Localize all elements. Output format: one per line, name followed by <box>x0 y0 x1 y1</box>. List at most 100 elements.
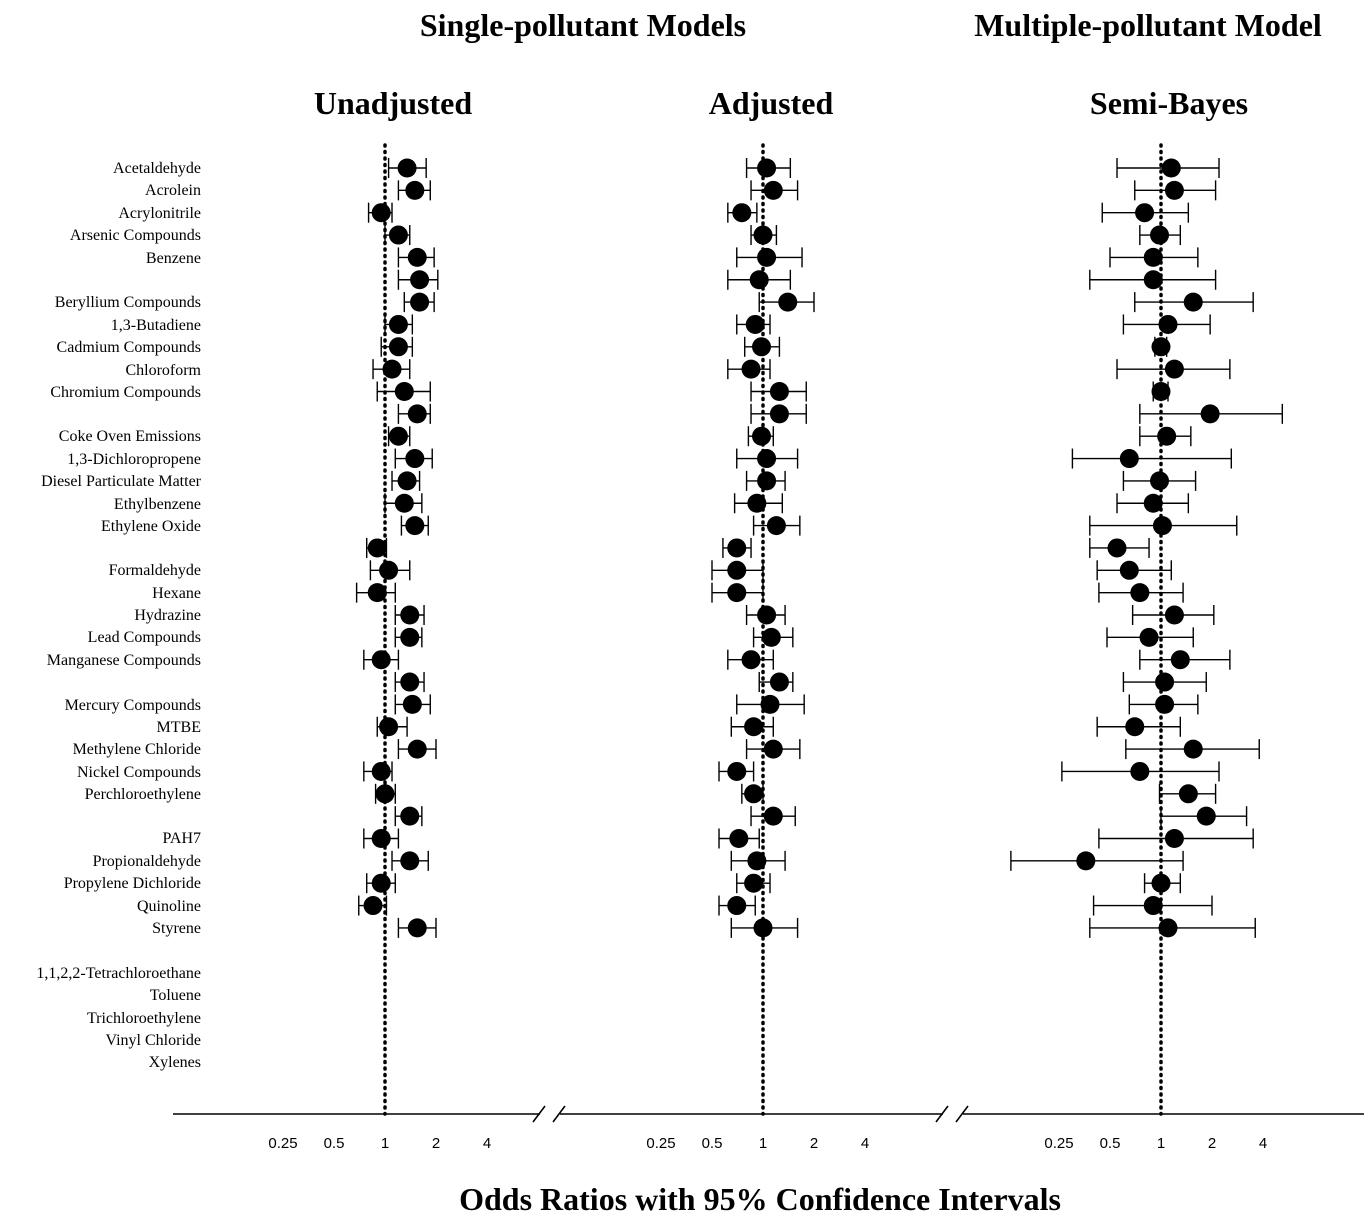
row-label: Arsenic Compounds <box>70 227 201 244</box>
odds-ratio-point <box>1161 158 1181 178</box>
row-labels: Acetaldehyde Acrolein Acrylonitrile Arsenic… <box>36 160 201 1071</box>
odds-ratio-point <box>763 739 783 759</box>
row-label: Mercury Compounds <box>65 697 201 714</box>
odds-ratio-point <box>375 784 395 804</box>
odds-ratio-point <box>1183 739 1203 759</box>
odds-ratio-point <box>753 918 773 938</box>
odds-ratio-point <box>1143 493 1163 513</box>
odds-ratio-point <box>382 359 402 379</box>
odds-ratio-point <box>1107 538 1127 558</box>
row-label: Styrene <box>152 920 201 937</box>
odds-ratio-point <box>363 896 383 916</box>
odds-ratio-point <box>1200 404 1220 424</box>
odds-ratio-point <box>778 292 798 312</box>
row-label: Propionaldehyde <box>93 853 201 870</box>
panel-title: Adjusted <box>709 85 834 121</box>
row-label: Diesel Particulate Matter <box>41 473 202 490</box>
odds-ratio-point <box>400 672 420 692</box>
odds-ratio-point <box>1150 225 1170 245</box>
odds-ratio-point <box>1157 426 1177 446</box>
row-label: Ethylene Oxide <box>101 518 201 535</box>
odds-ratio-point <box>727 538 747 558</box>
odds-ratio-point <box>727 896 747 916</box>
odds-ratio-point <box>757 605 777 625</box>
odds-ratio-point <box>405 449 425 469</box>
axis-break-mark <box>935 1105 949 1123</box>
odds-ratio-point <box>410 270 430 290</box>
odds-ratio-point <box>371 650 391 670</box>
row-label: Beryllium Compounds <box>55 294 201 311</box>
odds-ratio-point <box>1143 896 1163 916</box>
odds-ratio-point <box>1158 918 1178 938</box>
row-label: Methylene Chloride <box>73 741 201 758</box>
row-label: Manganese Compounds <box>47 652 201 669</box>
multiple-pollutant-heading: Multiple-pollutant Model <box>974 7 1322 43</box>
odds-ratio-point <box>388 426 408 446</box>
odds-ratio-point <box>397 158 417 178</box>
odds-ratio-point <box>1151 873 1171 893</box>
panel-title: Unadjusted <box>314 85 472 121</box>
odds-ratio-point <box>769 672 789 692</box>
odds-ratio-point <box>732 203 752 223</box>
odds-ratio-point <box>1183 292 1203 312</box>
row-label: Perchloroethylene <box>85 786 201 803</box>
odds-ratio-point <box>745 314 765 334</box>
row-label: Formaldehyde <box>109 562 201 579</box>
row-label: Cadmium Compounds <box>57 339 201 356</box>
odds-ratio-point <box>744 873 764 893</box>
odds-ratio-point <box>388 337 408 357</box>
tick-label: 2 <box>432 1135 440 1152</box>
odds-ratio-point <box>1143 247 1163 267</box>
row-label: Ethylbenzene <box>114 496 201 513</box>
odds-ratio-point <box>1119 560 1139 580</box>
tick-label: 0.5 <box>702 1135 723 1152</box>
odds-ratio-point <box>1164 359 1184 379</box>
odds-ratio-point <box>394 382 414 401</box>
odds-ratio-point <box>371 829 391 848</box>
odds-ratio-point <box>753 225 773 245</box>
odds-ratio-point <box>407 247 427 267</box>
row-label: 1,3-Butadiene <box>111 317 201 334</box>
odds-ratio-point <box>394 493 414 513</box>
row-label: Chloroform <box>125 362 201 379</box>
odds-ratio-point <box>1076 851 1096 871</box>
panels: Unadjusted Adjusted Semi-Bayes <box>314 85 1284 1116</box>
odds-ratio-point <box>400 806 420 826</box>
odds-ratio-point <box>747 493 767 513</box>
tick-label: 2 <box>810 1135 818 1152</box>
tick-label: 0.5 <box>1100 1135 1121 1152</box>
odds-ratio-point <box>752 426 772 446</box>
odds-ratio-point <box>410 292 430 312</box>
tick-label: 0.5 <box>324 1135 345 1152</box>
odds-ratio-point <box>1125 717 1145 737</box>
odds-ratio-point <box>1143 270 1163 290</box>
odds-ratio-point <box>367 538 387 558</box>
odds-ratio-point <box>763 806 783 826</box>
odds-ratio-point <box>371 203 391 223</box>
odds-ratio-point <box>407 739 427 759</box>
odds-ratio-point <box>397 471 417 491</box>
row-label: MTBE <box>157 719 201 736</box>
odds-ratio-point <box>747 851 767 871</box>
row-label: 1,3-Dichloropropene <box>67 451 201 468</box>
odds-ratio-point <box>766 516 786 536</box>
odds-ratio-point <box>757 471 777 491</box>
odds-ratio-point <box>400 605 420 625</box>
odds-ratio-point <box>1155 694 1175 714</box>
axis-break-mark <box>552 1105 566 1123</box>
odds-ratio-point <box>741 359 761 379</box>
odds-ratio-point <box>769 382 789 401</box>
row-label: Xylenes <box>149 1054 201 1071</box>
row-label: Propylene Dichloride <box>64 875 201 892</box>
row-label: Vinyl Chloride <box>106 1032 201 1049</box>
odds-ratio-point <box>1158 314 1178 334</box>
odds-ratio-point <box>407 918 427 938</box>
tick-label: 4 <box>483 1135 491 1152</box>
odds-ratio-point <box>744 717 764 737</box>
odds-ratio-point <box>388 314 408 334</box>
row-label: Trichloroethylene <box>87 1010 201 1027</box>
odds-ratio-point <box>1155 672 1175 692</box>
row-label: Lead Compounds <box>88 629 201 646</box>
odds-ratio-point <box>757 449 777 469</box>
odds-ratio-point <box>757 247 777 267</box>
